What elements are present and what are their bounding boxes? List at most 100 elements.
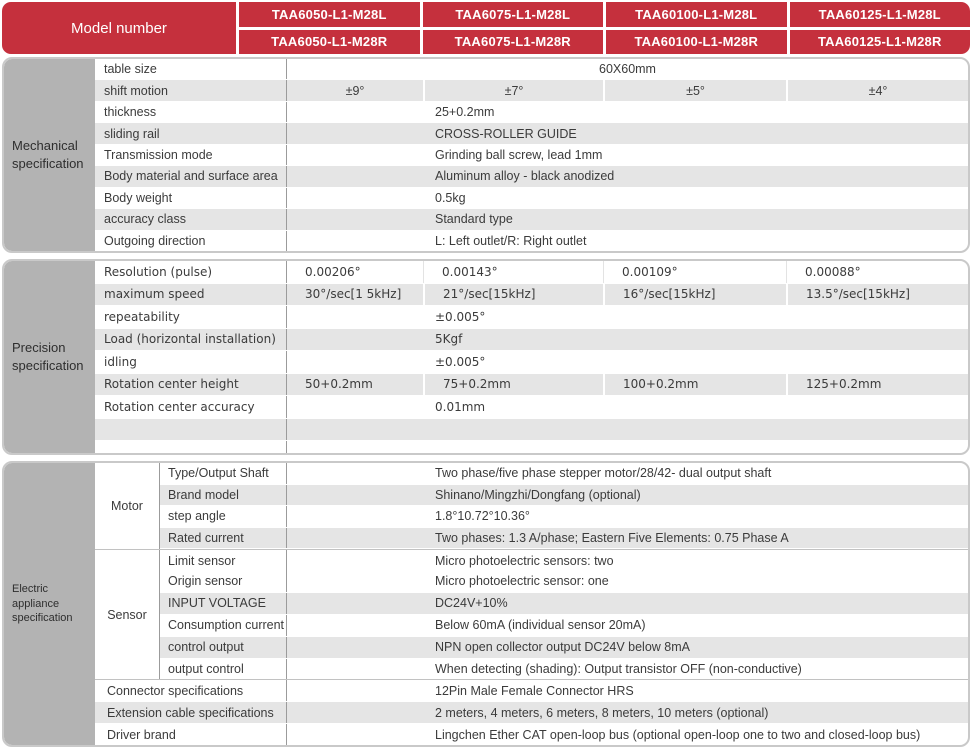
row-label: Load (horizontal installation) xyxy=(95,328,287,351)
row-label: maximum speed xyxy=(95,283,287,306)
motor-rows: Type/Output Shaft Two phase/five phase s… xyxy=(160,463,968,550)
section-title-mechanical: Mechanical specification xyxy=(4,59,95,251)
cell-value: 0.00143° xyxy=(423,261,603,283)
table-row: Rated current Two phases: 1.3 A/phase; E… xyxy=(160,526,968,550)
cell-value: ±5° xyxy=(603,80,786,101)
model-cell: TAA6050-L1-M28L xyxy=(239,2,420,27)
row-value: Lingchen Ether CAT open-loop bus (option… xyxy=(435,727,921,742)
row-value: 25+0.2mm xyxy=(435,105,495,120)
row-label: Rotation center accuracy xyxy=(95,396,287,418)
row-label: output control xyxy=(160,658,287,680)
row-label xyxy=(95,441,287,453)
row-value: Standard type xyxy=(435,212,513,227)
table-row: Extension cable specifications 2 meters,… xyxy=(95,701,968,725)
row-label: shift motion xyxy=(95,80,287,101)
cell-value: 0.00109° xyxy=(603,261,786,283)
mechanical-table: table size 60X60mm shift motion ±9° ±7° … xyxy=(95,59,968,251)
table-row: Rotation center accuracy 0.01mm xyxy=(95,396,968,418)
row-label: sliding rail xyxy=(95,123,287,144)
table-row: Limit sensor Micro photoelectric sensors… xyxy=(160,550,968,572)
model-number-cell: Model number xyxy=(2,2,236,54)
row-value: 2 meters, 4 meters, 6 meters, 8 meters, … xyxy=(435,705,769,720)
cell-value: 125+0.2mm xyxy=(786,373,968,396)
row-value: 5Kgf xyxy=(435,332,463,347)
section-title: Precision specification xyxy=(12,340,84,373)
row-value: Micro photoelectric sensor: one xyxy=(435,574,609,589)
cell-value: 0.00206° xyxy=(305,264,361,279)
empty-row xyxy=(95,441,968,453)
table-row: Brand model Shinano/Mingzhi/Dongfang (op… xyxy=(160,483,968,507)
row-label: Connector specifications xyxy=(95,680,287,702)
row-label: Brand model xyxy=(160,484,287,506)
row-label: Origin sensor xyxy=(160,571,287,592)
table-row: table size 60X60mm xyxy=(95,59,968,80)
table-row: Driver brand Lingchen Ether CAT open-loo… xyxy=(95,724,968,745)
table-row: output control When detecting (shading):… xyxy=(160,658,968,680)
row-value: ±0.005° xyxy=(435,309,486,324)
table-row: Load (horizontal installation) 5Kgf xyxy=(95,327,968,352)
row-label: Limit sensor xyxy=(160,550,287,572)
table-row: sliding rail CROSS-ROLLER GUIDE xyxy=(95,122,968,145)
row-value: CROSS-ROLLER GUIDE xyxy=(435,126,577,141)
cell-value: 0.00088° xyxy=(786,261,968,283)
row-value: Below 60mA (individual sensor 20mA) xyxy=(435,618,646,633)
row-value: NPN open collector output DC24V below 8m… xyxy=(435,640,690,655)
table-row: Resolution (pulse) 0.00206° 0.00143° 0.0… xyxy=(95,261,968,283)
table-row: control output NPN open collector output… xyxy=(160,635,968,659)
row-label: Driver brand xyxy=(95,724,287,745)
table-row: accuracy class Standard type xyxy=(95,208,968,231)
section-title: Electric appliance specification xyxy=(12,582,73,625)
table-row: INPUT VOLTAGE DC24V+10% xyxy=(160,591,968,615)
section-precision: Precision specification Resolution (puls… xyxy=(2,259,970,455)
row-label: Consumption current xyxy=(160,614,287,636)
row-values: ±9° ±7° ±5° ±4° xyxy=(287,80,968,101)
model-cell: TAA6075-L1-M28R xyxy=(422,29,603,54)
row-value: Micro photoelectric sensors: two xyxy=(435,553,614,568)
cell-value: 50+0.2mm xyxy=(305,377,373,392)
empty-row xyxy=(95,417,968,442)
cell-value: ±4° xyxy=(786,80,968,101)
row-value: When detecting (shading): Output transis… xyxy=(435,661,802,676)
model-cell: TAA60100-L1-M28R xyxy=(606,29,787,54)
table-row: Connector specifications 12Pin Male Fema… xyxy=(95,680,968,702)
cell-value: 16°/sec[15kHz] xyxy=(603,283,786,306)
row-value xyxy=(287,419,968,441)
cell-value: 21°/sec[15kHz] xyxy=(423,283,603,306)
row-label: Type/Output Shaft xyxy=(160,463,287,484)
row-value: 0.5kg xyxy=(435,190,466,205)
connection-rows: Connector specifications 12Pin Male Fema… xyxy=(95,679,968,745)
row-value: L: Left outlet/R: Right outlet xyxy=(435,233,587,248)
section-title: Mechanical specification xyxy=(12,138,84,171)
row-label: Transmission mode xyxy=(95,144,287,166)
row-value: 0.01mm xyxy=(435,399,486,414)
row-label: step angle xyxy=(160,506,287,527)
row-value: 60X60mm xyxy=(599,62,656,77)
section-title-electric: Electric appliance specification xyxy=(4,463,95,745)
section-mechanical: Mechanical specification table size 60X6… xyxy=(2,57,970,253)
row-label: idling xyxy=(95,351,287,373)
row-label: Outgoing direction xyxy=(95,230,287,251)
model-cell: TAA60100-L1-M28L xyxy=(606,2,787,27)
row-label: thickness xyxy=(95,101,287,123)
sensor-rows: Limit sensor Micro photoelectric sensors… xyxy=(160,550,968,680)
row-label: Extension cable specifications xyxy=(95,702,287,724)
row-value: Two phase/five phase stepper motor/28/42… xyxy=(435,466,772,481)
row-values: 0.00206° 0.00143° 0.00109° 0.00088° xyxy=(287,261,968,283)
row-label: repeatability xyxy=(95,306,287,328)
table-row: shift motion ±9° ±7° ±5° ±4° xyxy=(95,79,968,102)
row-label: Rated current xyxy=(160,527,287,549)
table-row: maximum speed 30°/sec[1 5kHz] 21°/sec[15… xyxy=(95,282,968,307)
motor-group: Motor Type/Output Shaft Two phase/five p… xyxy=(95,463,968,550)
precision-table: Resolution (pulse) 0.00206° 0.00143° 0.0… xyxy=(95,261,968,453)
section-electric: Electric appliance specification Motor T… xyxy=(2,461,970,747)
cell-value: 75+0.2mm xyxy=(423,373,603,396)
row-values: 30°/sec[1 5kHz] 21°/sec[15kHz] 16°/sec[1… xyxy=(287,283,968,306)
row-label: INPUT VOLTAGE xyxy=(160,592,287,614)
table-row: Body weight 0.5kg xyxy=(95,187,968,209)
cell-value: 30°/sec[1 5kHz] xyxy=(305,287,402,302)
cell-value: 13.5°/sec[15kHz] xyxy=(786,283,968,306)
row-value: ±0.005° xyxy=(435,354,486,369)
row-value: Grinding ball screw, lead 1mm xyxy=(435,147,603,162)
group-label-motor: Motor xyxy=(95,463,160,550)
